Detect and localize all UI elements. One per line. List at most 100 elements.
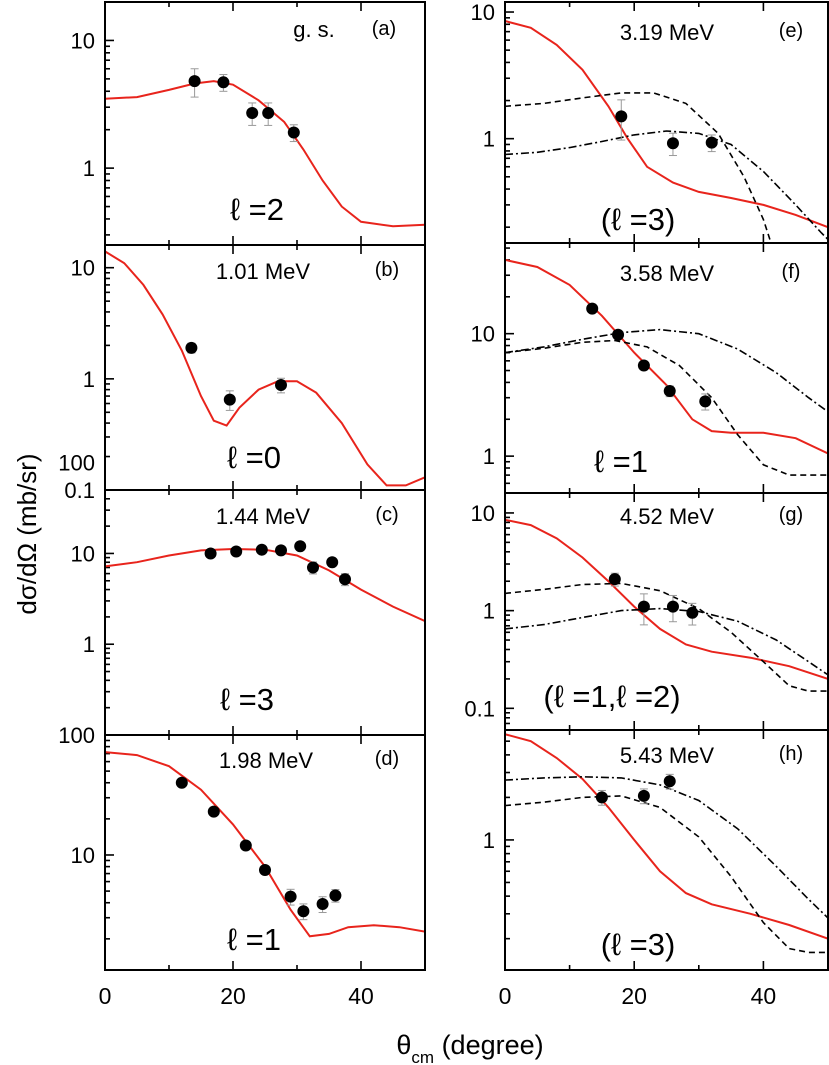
l-value-label: ℓ =1	[594, 444, 648, 479]
data-point	[287, 126, 300, 139]
data-point	[223, 393, 236, 406]
data-point	[207, 805, 220, 818]
y-tick-label: 10	[71, 256, 95, 281]
state-label: g. s.	[293, 17, 335, 42]
data-point	[637, 359, 650, 372]
y-tick-label: 1	[483, 599, 495, 624]
x-axis-label-theta: θ	[396, 1030, 411, 1060]
panel-h: 1 0 20 40 5.43 MeV (h) (ℓ =3)	[483, 729, 829, 1009]
dash-curve	[505, 582, 828, 692]
curves	[505, 20, 828, 241]
y-tick-label: 1	[483, 127, 495, 152]
data-point	[307, 561, 319, 574]
data-point	[246, 107, 259, 120]
curves	[505, 258, 828, 476]
panel-b: 0.1 1 10 1.01 MeV (b) ℓ =0	[64, 244, 426, 503]
panel-tag: (h)	[779, 743, 803, 765]
x-tick-label: 20	[220, 983, 246, 1009]
l-value-label: (ℓ =1,ℓ =2)	[543, 679, 680, 714]
data-point	[294, 540, 307, 553]
x-axis-label-unit: (degree)	[434, 1030, 544, 1060]
data-point	[217, 76, 230, 89]
y-tick-label: 10	[71, 843, 95, 868]
panel-frame	[504, 729, 829, 971]
data-point	[185, 341, 198, 354]
data-point	[615, 110, 628, 123]
data-point	[275, 544, 287, 557]
panel-a: 1 10 g. s. (a) ℓ =2	[71, 1, 426, 246]
data-point	[595, 791, 608, 804]
state-label: 1.01 MeV	[216, 259, 310, 284]
y-tick-label: 100	[58, 723, 95, 748]
dash-curve	[505, 795, 828, 954]
data-point	[586, 302, 599, 315]
x-axis-label: θcm (degree)	[396, 1030, 543, 1065]
data-point	[637, 789, 650, 802]
y-tick-label: 1	[83, 632, 95, 657]
data-point	[637, 600, 650, 613]
curves	[505, 733, 828, 954]
data-point	[612, 328, 625, 341]
data-point	[239, 839, 252, 852]
dash-curve	[505, 339, 828, 476]
y-tick-label: 10	[471, 322, 495, 347]
l-value-label: ℓ =0	[227, 440, 281, 475]
curves	[105, 751, 425, 938]
dashdot-curve	[505, 775, 828, 919]
data-point	[608, 573, 621, 586]
panel-e: 1 10 3.19 MeV (e) (ℓ =3)	[471, 0, 829, 244]
curves	[105, 547, 425, 623]
x-axis-label-subscript: cm	[411, 1048, 434, 1065]
solid-curve	[505, 258, 828, 455]
data-point	[663, 385, 676, 398]
solid-curve	[505, 20, 828, 229]
data-point	[175, 776, 188, 789]
data-point	[230, 545, 243, 558]
state-label: 1.44 MeV	[216, 504, 310, 529]
data-point	[297, 905, 310, 918]
y-tick-label: 100	[58, 451, 95, 476]
dashdot-curve	[505, 328, 828, 413]
panel-g: 0.1 1 10 4.52 MeV (g) (ℓ =1,ℓ =2)	[464, 492, 829, 731]
panel-d: 10 100 0 20 40 1.98 MeV (d) ℓ =1	[58, 723, 426, 1009]
data-point	[699, 395, 712, 408]
y-tick-label: 10	[471, 501, 495, 526]
state-label: 1.98 MeV	[219, 748, 313, 773]
x-tick-label: 0	[99, 983, 112, 1009]
solid-curve	[105, 547, 425, 623]
data-point	[663, 775, 676, 788]
y-tick-label: 1	[483, 828, 495, 853]
panel-c: 1 10 100 1.44 MeV (c) ℓ =3	[58, 451, 426, 736]
data-point	[259, 863, 271, 876]
panel-tag: (f)	[782, 261, 801, 283]
data-point	[329, 889, 342, 902]
y-tick-label: 10	[71, 28, 95, 53]
x-tick-label: 20	[621, 983, 647, 1009]
panel-tag: (c)	[375, 504, 398, 526]
data-point	[666, 137, 679, 150]
panel-tag: (a)	[372, 18, 396, 40]
panel-tag: (d)	[375, 748, 399, 770]
data-point	[188, 75, 201, 88]
l-value-label: ℓ =2	[230, 192, 284, 227]
x-tick-label: 40	[348, 983, 374, 1009]
panel-f: 1 10 3.58 MeV (f) ℓ =1	[471, 242, 829, 494]
data-point	[326, 556, 339, 569]
panel-tag: (b)	[375, 259, 399, 281]
state-label: 5.43 MeV	[620, 743, 714, 768]
data-point	[275, 379, 287, 392]
l-value-label: ℓ =3	[220, 682, 274, 717]
y-tick-label: 10	[71, 541, 95, 566]
x-tick-label: 0	[499, 983, 512, 1009]
panel-frame	[104, 734, 426, 971]
x-tick-label: 40	[751, 983, 777, 1009]
panel-tag: (g)	[779, 504, 803, 526]
data-point	[204, 547, 217, 560]
state-label: 4.52 MeV	[620, 504, 714, 529]
y-axis-label: dσ/dΩ (mb/sr)	[12, 453, 42, 614]
solid-curve	[505, 518, 828, 680]
curves	[505, 518, 828, 692]
data-point	[686, 606, 699, 619]
y-tick-label: 1	[483, 444, 495, 469]
data-point	[316, 898, 329, 911]
